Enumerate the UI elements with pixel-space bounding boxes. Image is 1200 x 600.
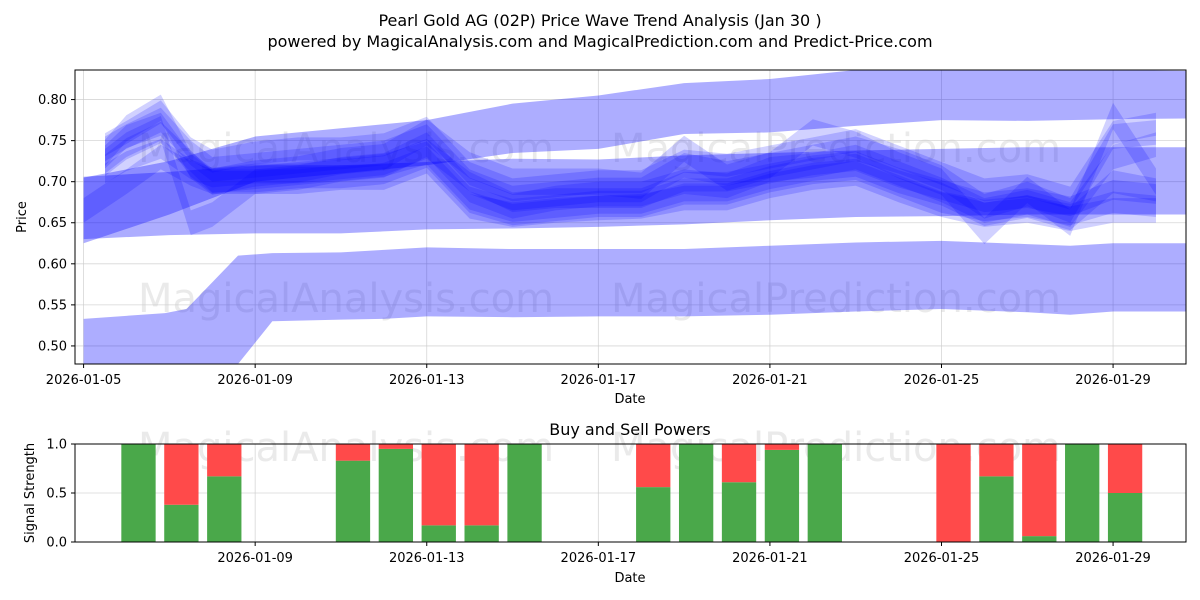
sell-bar — [1022, 444, 1057, 537]
sell-bar — [721, 444, 757, 483]
power-y-tick-label: 1.0 — [46, 438, 67, 453]
price-x-label: Date — [614, 392, 645, 407]
price-x-tick-label: 2026-01-05 — [46, 373, 122, 388]
chart-subtitle: powered by MagicalAnalysis.com and Magic… — [267, 32, 932, 51]
watermark-analysis-top: MagicalAnalysis.com — [138, 126, 554, 172]
price-y-axis: 0.50 0.55 0.60 0.65 0.70 0.75 0.80 — [38, 93, 75, 354]
buy-bar — [979, 476, 1014, 542]
price-y-tick-label: 0.60 — [38, 257, 67, 272]
sell-bar — [464, 444, 499, 526]
watermark-analysis-mid: MagicalAnalysis.com — [138, 276, 554, 322]
sell-bar — [936, 444, 971, 542]
price-chart: 0.500.550.600.650.700.750.80 2026-01-05 2… — [15, 69, 1187, 407]
buy-sell-chart: Buy and Sell Powers 0.0 0.5 1.0 2026-01-09… — [23, 420, 1187, 586]
sell-bar — [636, 444, 671, 488]
price-y-tick-label: 0.65 — [38, 216, 67, 231]
price-x-tick-label: 2026-01-25 — [904, 373, 980, 388]
price-bands — [83, 70, 1187, 364]
chart-title: Pearl Gold AG (02P) Price Wave Trend Ana… — [378, 11, 821, 30]
power-bars — [121, 444, 1143, 542]
buy-bar — [378, 448, 414, 542]
price-y-label: Price — [15, 201, 30, 233]
power-x-tick-label: 2026-01-25 — [904, 551, 980, 566]
power-y-tick-label: 0.0 — [46, 536, 67, 551]
price-x-tick-label: 2026-01-09 — [217, 373, 293, 388]
sell-bar — [1107, 444, 1143, 493]
buy-bar — [764, 449, 800, 542]
buy-bar — [1065, 444, 1100, 542]
power-x-tick-label: 2026-01-21 — [732, 551, 808, 566]
sell-bar — [207, 444, 242, 477]
power-x-tick-label: 2026-01-17 — [561, 551, 637, 566]
price-wave-5 — [105, 121, 1156, 226]
price-y-tick-label: 0.75 — [38, 134, 67, 149]
price-wave-7 — [105, 100, 1156, 210]
buy-bar — [207, 476, 242, 542]
sell-bar — [335, 444, 371, 461]
watermark-prediction-top: MagicalPrediction.com — [611, 126, 1061, 172]
price-x-tick-label: 2026-01-17 — [561, 373, 637, 388]
price-band-band-upper — [83, 70, 1187, 244]
buy-bar — [164, 504, 199, 542]
buy-bar — [335, 460, 371, 542]
buy-bar — [678, 444, 714, 542]
price-band-band-lower — [83, 240, 1187, 364]
power-y-axis: 0.0 0.5 1.0 — [46, 438, 75, 551]
buy-bar — [507, 444, 542, 542]
price-x-tick-label: 2026-01-29 — [1075, 373, 1151, 388]
sell-bar — [764, 444, 800, 450]
buy-bar — [121, 444, 156, 542]
sell-bar — [164, 444, 199, 505]
price-waves — [83, 94, 1156, 245]
price-wave-1 — [105, 94, 1156, 245]
power-x-axis: 2026-01-09 2026-01-13 2026-01-17 2026-01-21… — [217, 542, 1151, 566]
buy-bar — [807, 444, 842, 542]
buy-bar — [421, 525, 456, 542]
price-y-tick-label: 0.55 — [38, 298, 67, 313]
price-y-tick-label: 0.80 — [38, 93, 67, 108]
buy-bar — [464, 525, 499, 542]
price-wave-6 — [83, 144, 1156, 231]
price-x-axis: 2026-01-05 2026-01-09 2026-01-13 2026-01-17… — [46, 364, 1151, 388]
price-plot-frame — [74, 69, 1187, 365]
price-y-tick-label: 0.70 — [38, 175, 67, 190]
sell-bar — [421, 444, 456, 526]
price-band-band-middle — [83, 147, 1187, 240]
price-wave-8 — [105, 138, 1156, 217]
watermark-prediction-mid: MagicalPrediction.com — [611, 276, 1061, 322]
buy-bar — [1107, 493, 1143, 542]
power-y-label: Signal Strength — [23, 443, 38, 543]
price-wave-3 — [105, 115, 1156, 236]
power-y-tick-label: 0.5 — [46, 487, 67, 502]
buy-bar — [1022, 536, 1057, 542]
sell-bar — [378, 444, 414, 449]
price-gridlines — [75, 70, 1186, 364]
price-wave-4 — [105, 112, 1156, 231]
power-x-tick-label: 2026-01-29 — [1075, 551, 1151, 566]
power-x-label: Date — [614, 571, 645, 586]
buy-sell-title: Buy and Sell Powers — [549, 420, 711, 439]
sell-bar — [979, 444, 1014, 477]
price-wave-2 — [105, 107, 1156, 223]
price-y-tick-label: 0.50 — [38, 339, 67, 354]
power-x-tick-label: 2026-01-13 — [389, 551, 465, 566]
buy-bar — [636, 487, 671, 542]
price-x-tick-label: 2026-01-21 — [732, 373, 808, 388]
buy-bar — [721, 482, 757, 542]
price-x-tick-label: 2026-01-13 — [389, 373, 465, 388]
power-x-tick-label: 2026-01-09 — [217, 551, 293, 566]
